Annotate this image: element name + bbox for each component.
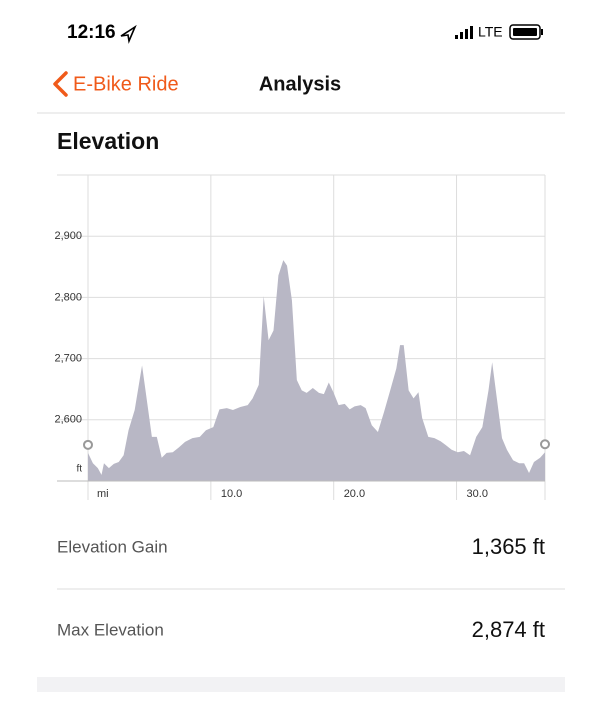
stat-label: Elevation Gain bbox=[57, 537, 168, 556]
y-tick-label: 2,700 bbox=[54, 353, 82, 365]
time: 12:16 bbox=[67, 22, 116, 43]
x-unit: mi bbox=[97, 488, 109, 500]
footer-band bbox=[37, 677, 565, 692]
y-unit: ft bbox=[76, 464, 82, 475]
stat-label: Max Elevation bbox=[57, 620, 164, 639]
end-marker bbox=[83, 439, 93, 450]
stat-value: 1,365 ft bbox=[472, 534, 545, 559]
battery-icon bbox=[509, 24, 543, 40]
x-tick-label: 20.0 bbox=[344, 488, 365, 500]
section-title: Elevation bbox=[57, 128, 159, 154]
end-marker bbox=[540, 439, 550, 450]
y-tick-label: 2,800 bbox=[54, 291, 82, 303]
elevation-area bbox=[88, 260, 545, 481]
x-tick-label: 30.0 bbox=[467, 488, 488, 500]
y-tick-label: 2,600 bbox=[54, 414, 82, 426]
location-icon bbox=[120, 24, 137, 44]
chart: 2,600 2,700 2,800 2,900 10.0 20.0 30.0 ft mi bbox=[54, 174, 550, 500]
back-button[interactable]: E-Bike Ride bbox=[73, 73, 179, 95]
stats: Elevation Gain 1,365 ft Max Elevation 2,874… bbox=[57, 534, 565, 642]
nav-title: Analysis bbox=[259, 73, 341, 95]
x-tick-label: 10.0 bbox=[221, 488, 242, 500]
back-chevron[interactable] bbox=[53, 71, 68, 97]
y-tick-label: 2,900 bbox=[54, 230, 82, 242]
network: LTE bbox=[478, 24, 503, 40]
signal-icon bbox=[455, 26, 473, 39]
stat-value: 2,874 ft bbox=[472, 617, 545, 642]
